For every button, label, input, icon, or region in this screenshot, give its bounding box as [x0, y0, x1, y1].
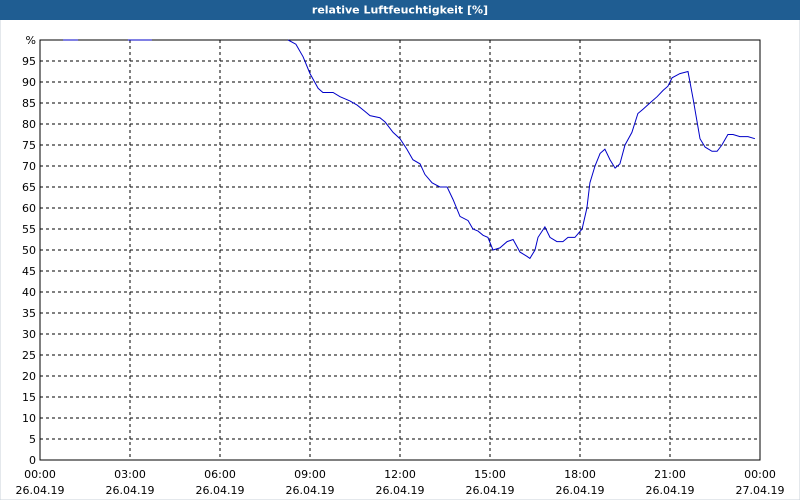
data-line	[63, 39, 756, 260]
x-tick-label: 21:00	[654, 468, 686, 481]
x-tick-label: 03:00	[114, 468, 146, 481]
y-tick-label: 50	[22, 244, 36, 257]
y-tick-label: %	[26, 34, 36, 47]
y-tick-label: 10	[22, 412, 36, 425]
y-tick-label: 85	[22, 97, 36, 110]
y-tick-label: 20	[22, 370, 36, 383]
y-tick-label: 95	[22, 55, 36, 68]
chart-title: relative Luftfeuchtigkeit [%]	[312, 4, 488, 17]
y-tick-label: 60	[22, 202, 36, 215]
x-tick-date: 26.04.19	[556, 484, 605, 497]
x-tick-date: 26.04.19	[286, 484, 335, 497]
y-tick-label: 55	[22, 223, 36, 236]
y-tick-label: 45	[22, 265, 36, 278]
y-tick-label: 80	[22, 118, 36, 131]
x-tick-label: 00:00	[24, 468, 56, 481]
x-tick-date: 26.04.19	[16, 484, 65, 497]
x-tick-date: 26.04.19	[646, 484, 695, 497]
x-tick-label: 06:00	[204, 468, 236, 481]
x-tick-date: 26.04.19	[376, 484, 425, 497]
x-tick-label: 00:00	[744, 468, 776, 481]
y-tick-label: 0	[29, 454, 36, 467]
x-tick-label: 18:00	[564, 468, 596, 481]
x-tick-label: 15:00	[474, 468, 506, 481]
plot-border	[39, 39, 761, 461]
y-tick-label: 75	[22, 139, 36, 152]
y-tick-label: 15	[22, 391, 36, 404]
y-tick-label: 40	[22, 286, 36, 299]
x-tick-date: 26.04.19	[466, 484, 515, 497]
y-tick-label: 35	[22, 307, 36, 320]
title-bar	[0, 0, 800, 20]
x-tick-date: 26.04.19	[196, 484, 245, 497]
x-tick-date: 26.04.19	[106, 484, 155, 497]
y-tick-label: 30	[22, 328, 36, 341]
y-tick-label: 5	[29, 433, 36, 446]
x-tick-label: 12:00	[384, 468, 416, 481]
y-tick-label: 25	[22, 349, 36, 362]
x-tick-date: 27.04.19	[736, 484, 785, 497]
x-tick-label: 09:00	[294, 468, 326, 481]
y-tick-label: 70	[22, 160, 36, 173]
y-tick-label: 90	[22, 76, 36, 89]
y-tick-label: 65	[22, 181, 36, 194]
